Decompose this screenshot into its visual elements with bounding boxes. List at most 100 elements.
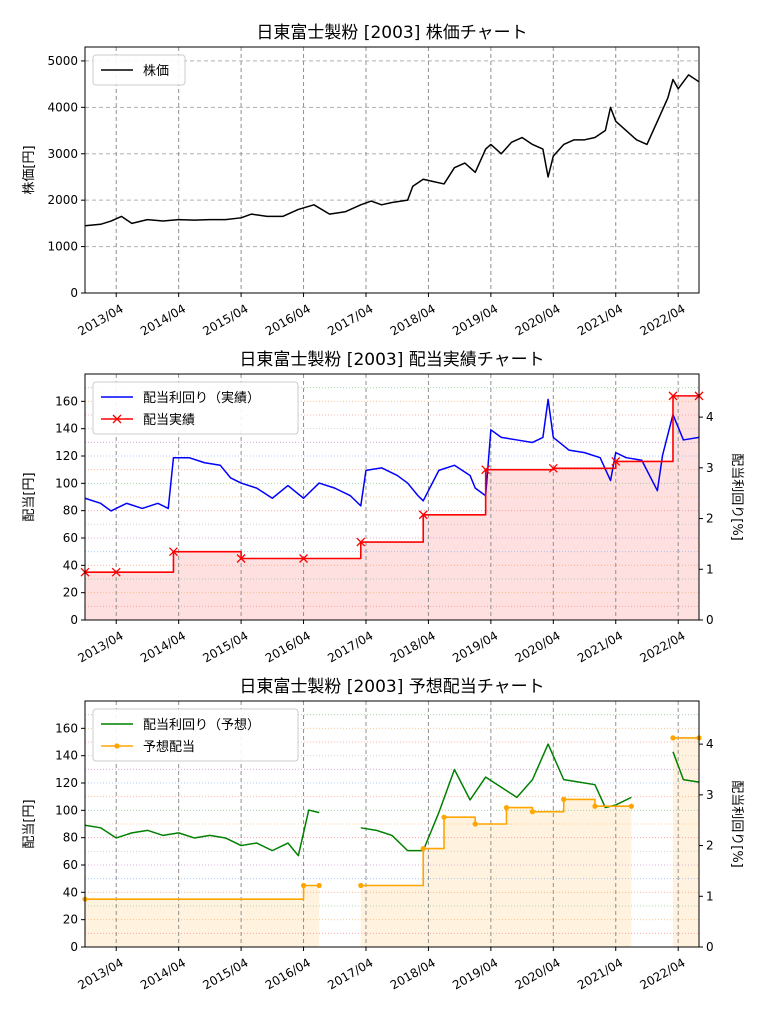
y-tick-label: 80 <box>63 504 78 518</box>
x-tick-label: 2021/04 <box>575 301 625 338</box>
x-tick-label: 2020/04 <box>513 955 563 992</box>
y-right-tick-label: 2 <box>706 512 714 526</box>
series-line-1 <box>672 751 700 783</box>
y-tick-label: 1000 <box>47 240 78 254</box>
y-tick-label: 2000 <box>47 193 78 207</box>
dividend-area-1 <box>85 395 699 620</box>
data-point-marker <box>168 547 178 557</box>
x-tick-label: 2014/04 <box>138 628 188 665</box>
x-tick-label: 2019/04 <box>450 955 500 992</box>
legend: 配当利回り（実績） 配当実績 <box>92 381 299 435</box>
y-right-tick-label: 0 <box>706 940 714 954</box>
x-tick-label: 2018/04 <box>388 955 438 992</box>
y-tick-label: 120 <box>55 776 78 790</box>
legend-label: 予想配当 <box>143 739 195 755</box>
x-tick-label: 2020/04 <box>513 628 563 665</box>
data-point-marker <box>236 554 246 563</box>
y-tick-label: 100 <box>55 476 78 490</box>
data-point-marker <box>529 809 536 815</box>
data-point-marker <box>300 882 307 889</box>
data-point-marker <box>420 846 426 852</box>
y-right-tick-label: 3 <box>706 788 714 802</box>
data-point-marker <box>316 882 322 889</box>
x-tick-label: 2019/04 <box>450 628 500 665</box>
series-line-1 <box>84 398 700 512</box>
x-tick-label: 2022/04 <box>638 301 688 338</box>
x-tick-label: 2017/04 <box>325 628 375 665</box>
series-line-2 <box>85 395 699 573</box>
series-line-2 <box>85 884 320 900</box>
y-right-tick-label: 2 <box>706 839 714 853</box>
y-tick-label: 40 <box>63 885 78 899</box>
plot-frame <box>84 700 700 948</box>
legend-label: 株価 <box>143 64 169 79</box>
data-point-marker <box>628 803 634 809</box>
legend-box <box>92 381 299 435</box>
chart-title: 日東富士製粉 [2003] 予想配当チャート <box>239 677 544 697</box>
series-line-2 <box>360 798 632 887</box>
y-tick-label: 140 <box>55 422 78 436</box>
x-tick-label: 2016/04 <box>263 628 313 665</box>
legend-label: 配当利回り（予想） <box>143 717 260 733</box>
chart-title: 日東富士製粉 [2003] 株価チャート <box>256 23 527 43</box>
data-point-marker <box>548 463 558 473</box>
x-tick-label: 2022/04 <box>638 955 688 992</box>
legend: 株価 <box>92 54 186 86</box>
chart-panel-2: 0 20 40 60 80 100 120 140 160 0 1 2 3 4 2013/04 2014/04… <box>22 350 744 666</box>
x-tick-label: 2018/04 <box>388 628 438 665</box>
data-point-marker <box>481 465 491 475</box>
data-point-marker <box>561 796 567 803</box>
y-axis-label: 配当[円] <box>22 799 37 848</box>
x-tick-label: 2015/04 <box>200 955 250 992</box>
y-right-tick-label: 4 <box>706 737 714 751</box>
legend-label: 配当利回り（実績） <box>143 390 260 406</box>
chart-panel-1: 0 1000 2000 3000 4000 5000 2013/04 2014/04 2015/… <box>22 23 700 339</box>
y-right-tick-label: 0 <box>706 613 714 627</box>
x-tick-label: 2014/04 <box>138 301 188 338</box>
x-tick-label: 2015/04 <box>200 301 250 338</box>
y-tick-label: 3000 <box>47 147 78 161</box>
y-right-tick-label: 3 <box>706 461 714 475</box>
data-point-marker <box>503 805 510 811</box>
y-axis-label: 配当[円] <box>22 472 37 521</box>
y-tick-label: 0 <box>70 286 78 300</box>
data-point-marker <box>592 803 598 809</box>
x-tick-label: 2020/04 <box>513 301 563 338</box>
y-tick-label: 4000 <box>47 100 78 114</box>
plot-frame <box>84 373 700 621</box>
series-line-1 <box>360 743 632 852</box>
legend-box <box>92 708 299 762</box>
x-tick-label: 2016/04 <box>263 301 313 338</box>
dividend-area-3 <box>672 737 699 947</box>
data-point-marker <box>358 882 364 889</box>
x-tick-label: 2013/04 <box>76 628 126 665</box>
y-right-tick-label: 1 <box>706 889 714 903</box>
y-tick-label: 5000 <box>47 54 78 68</box>
dividend-area-2 <box>360 799 632 947</box>
y-right-axis-label: 配当利回り[%] <box>729 780 744 868</box>
y-tick-label: 160 <box>55 721 78 735</box>
dividend-area-1 <box>85 885 320 947</box>
legend-marker <box>112 414 122 424</box>
y-tick-label: 100 <box>55 803 78 817</box>
x-tick-label: 2022/04 <box>638 628 688 665</box>
data-point-marker <box>356 537 366 547</box>
x-tick-label: 2021/04 <box>575 628 625 665</box>
x-tick-label: 2016/04 <box>263 955 313 992</box>
chart-title: 日東富士製粉 [2003] 配当実績チャート <box>239 350 544 370</box>
y-tick-label: 60 <box>63 531 78 545</box>
x-tick-label: 2018/04 <box>388 301 438 338</box>
y-axis-label: 株価[円] <box>22 145 37 194</box>
legend-box <box>92 54 186 86</box>
y-right-axis-label: 配当利回り[%] <box>729 453 744 541</box>
data-point-marker <box>111 567 121 577</box>
y-tick-label: 20 <box>63 913 78 927</box>
data-point-marker <box>418 510 428 520</box>
data-point-marker <box>670 735 676 741</box>
data-point-marker <box>611 457 621 466</box>
y-tick-label: 40 <box>63 558 78 572</box>
y-tick-label: 80 <box>63 831 78 845</box>
x-tick-label: 2014/04 <box>138 955 188 992</box>
y-tick-label: 60 <box>63 858 78 872</box>
